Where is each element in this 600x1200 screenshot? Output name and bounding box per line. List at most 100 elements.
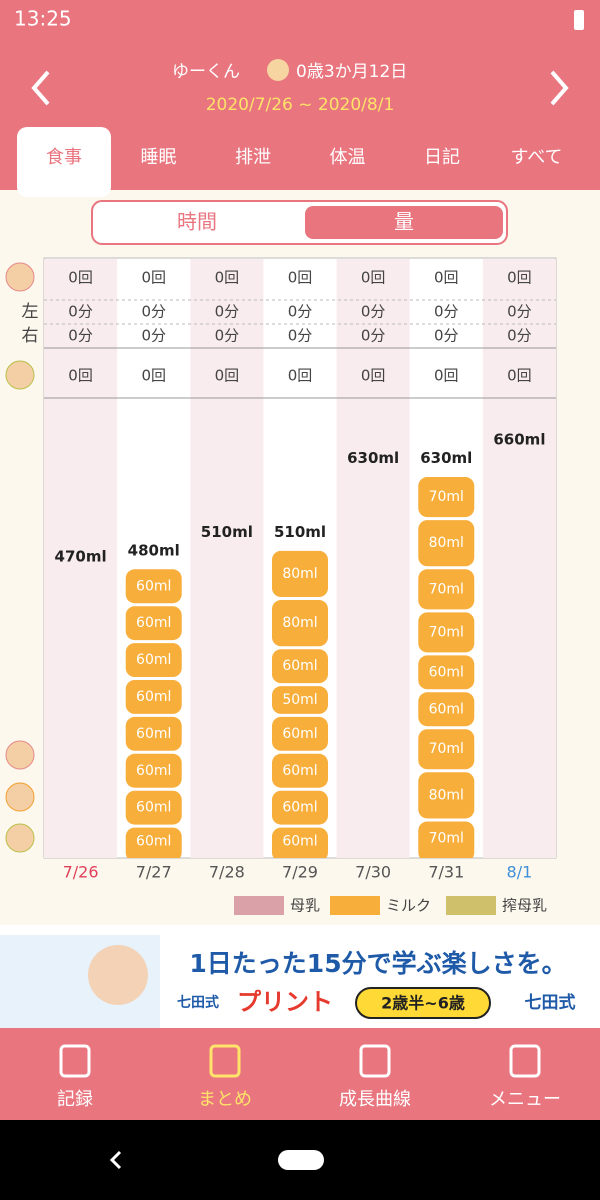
cell: 0分 (141, 327, 166, 345)
segment-label: 70ml (429, 581, 464, 597)
cell: 0分 (361, 303, 386, 321)
column-bg (482, 259, 556, 858)
nav-items: 記録 まとめ 成長曲線 メニュー (57, 1044, 561, 1110)
segment-label: 60ml (136, 578, 171, 594)
milk-segment (418, 569, 475, 610)
segment-label: 60ml (136, 615, 171, 631)
milk-segment (272, 827, 328, 858)
tab[interactable]: 睡眠 (141, 147, 177, 168)
milk-segment (272, 600, 328, 647)
segment-label: 80ml (282, 566, 317, 582)
back-button[interactable] (109, 1150, 122, 1170)
cell: 0回 (68, 269, 93, 287)
cell: 0回 (288, 367, 313, 385)
segment-label: 80ml (429, 535, 464, 551)
cell: 0分 (507, 327, 532, 345)
milk-icon (5, 782, 35, 812)
prev-week[interactable] (31, 70, 50, 106)
legend-label: 母乳 (290, 897, 320, 915)
milk-segment (125, 569, 182, 604)
tab-active-bg (17, 127, 111, 197)
milk-segment (418, 655, 475, 690)
milk-segment (272, 649, 328, 684)
total-label: 470ml (55, 547, 107, 565)
segment-label: 60ml (136, 726, 171, 742)
total-label: 660ml (493, 431, 545, 449)
tab[interactable]: 体温 (330, 147, 366, 168)
cell: 0分 (215, 327, 240, 345)
cell: 0回 (361, 269, 386, 287)
cell: 0回 (434, 269, 459, 287)
bottom-nav (0, 1028, 600, 1120)
milk-segment (418, 772, 475, 819)
milk-segment (125, 790, 182, 825)
cell: 0回 (215, 367, 240, 385)
date-label: 7/28 (209, 863, 245, 882)
segment-label: 60ml (429, 701, 464, 717)
tabs: 食事 睡眠 排泄 体温 日記 すべて (17, 127, 563, 197)
cell: 0分 (361, 327, 386, 345)
right-label: 右 (22, 326, 39, 346)
milk-segment (125, 827, 182, 858)
ad-headline: 1日たった15分で学ぶ楽しさを。 (189, 949, 566, 978)
cell: 0分 (68, 327, 93, 345)
segment-label: 70ml (429, 741, 464, 757)
milk-segment (272, 753, 328, 788)
segment-label: 60ml (136, 689, 171, 705)
child-age: 0歳3か月12日 (296, 62, 407, 82)
breast-icon (5, 262, 35, 292)
cell: 0回 (68, 367, 93, 385)
legend-swatch (446, 896, 496, 915)
tab[interactable]: すべて (510, 147, 562, 168)
home-button[interactable] (278, 1150, 324, 1170)
legend-swatch (234, 896, 284, 915)
cell: 0回 (361, 367, 386, 385)
segment-label: 70ml (429, 489, 464, 505)
milk-segment (418, 612, 475, 653)
segment-label: 70ml (429, 830, 464, 846)
nav-label[interactable]: まとめ (198, 1089, 252, 1110)
total-label: 630ml (420, 449, 472, 467)
total-label: 630ml (347, 449, 399, 467)
date-label: 7/30 (355, 863, 391, 882)
cell: 0分 (68, 303, 93, 321)
date-label: 7/29 (282, 863, 318, 882)
ad-child (88, 945, 148, 1005)
total-label: 510ml (274, 523, 326, 541)
segment-label: 60ml (136, 652, 171, 668)
tab[interactable]: 排泄 (235, 147, 271, 168)
milk-segment (418, 520, 475, 567)
nav-icon (209, 1044, 241, 1078)
date-label: 7/27 (136, 863, 172, 882)
segment-label: 80ml (429, 787, 464, 803)
segment-label: 50ml (282, 692, 317, 708)
tab[interactable]: 食事 (46, 147, 82, 168)
milk-segment (418, 477, 475, 518)
segment-label: 60ml (282, 834, 317, 850)
milk-segment (125, 680, 182, 714)
cell: 0分 (141, 303, 166, 321)
nav-label[interactable]: メニュー (489, 1089, 561, 1110)
toggle-option[interactable]: 時間 (177, 210, 217, 234)
milk-segment (418, 692, 475, 727)
ad-product: プリント (237, 988, 333, 1016)
toggle-option[interactable]: 量 (394, 210, 414, 234)
cell: 0分 (215, 303, 240, 321)
nav-label[interactable]: 成長曲線 (339, 1089, 411, 1110)
legend-swatch (330, 896, 380, 915)
milk-segment (272, 790, 328, 825)
nav-label[interactable]: 記録 (57, 1089, 93, 1110)
date-label: 7/31 (428, 863, 464, 882)
ad-brand: 七田式 (177, 994, 219, 1011)
cell: 0回 (215, 269, 240, 287)
segment-label: 60ml (282, 658, 317, 674)
spacer (0, 925, 600, 935)
pump-icon (5, 360, 35, 390)
next-week[interactable] (550, 70, 569, 106)
tab[interactable]: 日記 (424, 147, 460, 168)
segment-label: 60ml (136, 800, 171, 816)
total-label: 510ml (201, 523, 253, 541)
legend: 母乳 ミルク 搾母乳 (234, 896, 547, 915)
milk-segment (125, 606, 182, 641)
